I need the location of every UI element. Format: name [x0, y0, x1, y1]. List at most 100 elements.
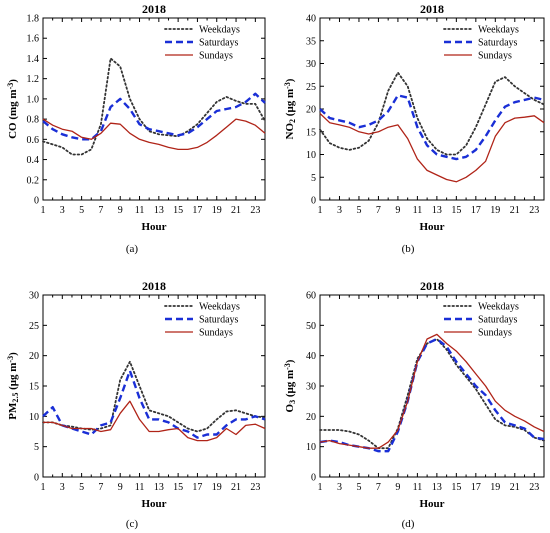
y-label-main: CO (mg m: [7, 89, 19, 139]
x-tick-label: 3: [60, 482, 65, 493]
legend-label-saturdays: Saturdays: [199, 38, 239, 49]
series-line-sundays: [319, 333, 545, 449]
y-label-subscript: 3: [288, 400, 297, 404]
y-tick-label: 25: [29, 321, 39, 332]
x-tick-label: 11: [135, 482, 145, 493]
y-label-main: NO: [284, 123, 296, 140]
x-tick-label: 21: [510, 205, 520, 216]
x-tick-label: 7: [376, 482, 381, 493]
y-tick-label: 5: [311, 173, 316, 184]
x-tick-label: 3: [60, 205, 65, 216]
y-label-superscript: -3: [6, 83, 15, 90]
y-tick-label: 10: [29, 412, 39, 423]
x-tick-label: 5: [79, 482, 84, 493]
x-tick-label: 21: [231, 482, 241, 493]
y-label-close: ): [284, 359, 296, 363]
x-tick-label: 15: [173, 482, 183, 493]
panel-letter: (b): [402, 243, 415, 255]
plot-frame: [42, 17, 266, 201]
panel-letter: (c): [126, 518, 139, 530]
y-tick-label: 30: [306, 59, 316, 70]
y-axis-label: PM2.5 (μg m-3): [6, 352, 20, 420]
y-tick-label: 1.2: [27, 74, 40, 85]
chart-title: 2018: [142, 2, 166, 16]
y-tick-label: 40: [306, 14, 316, 25]
x-tick-label: 13: [432, 482, 442, 493]
series-line-weekdays: [319, 71, 545, 156]
x-tick-label: 9: [395, 205, 400, 216]
y-label-unit: (μg m: [7, 363, 19, 393]
y-axis-label: NO2 (μg m-3): [283, 78, 297, 139]
x-tick-label: 17: [192, 205, 202, 216]
legend-label-sundays: Sundays: [478, 51, 512, 62]
y-label-unit: (μg m: [284, 89, 296, 119]
y-label-subscript: 2: [288, 119, 297, 123]
x-tick-label: 23: [529, 205, 539, 216]
y-tick-label: 5: [34, 442, 39, 453]
series-line-saturdays: [42, 369, 266, 439]
y-tick-label: 30: [29, 291, 39, 302]
y-tick-label: 25: [306, 82, 316, 93]
legend-label-saturdays: Saturdays: [478, 38, 518, 49]
series-line-saturdays: [42, 92, 266, 141]
x-tick-label: 9: [118, 482, 123, 493]
y-tick-label: 40: [306, 351, 316, 362]
legend-label-saturdays: Saturdays: [199, 315, 239, 326]
x-tick-label: 1: [318, 482, 323, 493]
chart-title: 2018: [420, 279, 444, 293]
legend-label-weekdays: Weekdays: [478, 25, 519, 36]
x-tick-label: 1: [318, 205, 323, 216]
y-tick-label: 30: [306, 382, 316, 393]
x-tick-label: 19: [490, 482, 500, 493]
legend-label-sundays: Sundays: [478, 328, 512, 339]
series-line-saturdays: [319, 94, 545, 161]
y-tick-label: 1.8: [27, 14, 40, 25]
y-tick-label: 35: [306, 36, 316, 47]
y-axis-label: CO (mg m-3): [6, 79, 19, 139]
x-tick-label: 5: [79, 205, 84, 216]
x-axis-label: Hour: [141, 498, 166, 510]
y-label-subscript: 2.5: [11, 393, 20, 403]
y-tick-label: 10: [306, 442, 316, 453]
y-tick-label: 0: [311, 196, 316, 207]
x-tick-label: 9: [118, 205, 123, 216]
y-tick-label: 50: [306, 321, 316, 332]
legend-label-saturdays: Saturdays: [478, 315, 518, 326]
y-tick-label: 0: [311, 473, 316, 484]
y-label-unit: (μg m: [284, 370, 296, 400]
x-tick-label: 21: [510, 482, 520, 493]
y-tick-label: 0.8: [27, 115, 40, 126]
x-tick-label: 3: [337, 482, 342, 493]
x-tick-label: 17: [192, 482, 202, 493]
x-tick-label: 3: [337, 205, 342, 216]
y-label-superscript: -3: [283, 82, 292, 89]
x-tick-label: 11: [413, 482, 423, 493]
y-tick-label: 1.6: [27, 34, 40, 45]
x-tick-label: 9: [395, 482, 400, 493]
y-tick-label: 0.6: [27, 135, 40, 146]
x-tick-label: 5: [356, 205, 361, 216]
y-label-main: PM: [7, 402, 19, 420]
x-tick-label: 7: [98, 205, 103, 216]
series-line-saturdays: [319, 337, 545, 453]
y-label-superscript: -3: [283, 363, 292, 370]
x-tick-label: 13: [432, 205, 442, 216]
x-tick-label: 17: [471, 482, 481, 493]
x-tick-label: 19: [212, 482, 222, 493]
panel-letter: (a): [126, 243, 139, 255]
y-tick-label: 0.2: [27, 175, 40, 186]
y-tick-label: 1.4: [27, 54, 40, 65]
y-label-close: ): [284, 78, 296, 82]
x-tick-label: 23: [529, 482, 539, 493]
x-tick-label: 19: [490, 205, 500, 216]
x-tick-label: 1: [41, 205, 46, 216]
y-label-close: ): [7, 352, 19, 356]
y-tick-label: 20: [306, 105, 316, 116]
y-tick-label: 15: [306, 127, 316, 138]
x-tick-label: 11: [413, 205, 423, 216]
y-tick-label: 0.4: [27, 155, 40, 166]
